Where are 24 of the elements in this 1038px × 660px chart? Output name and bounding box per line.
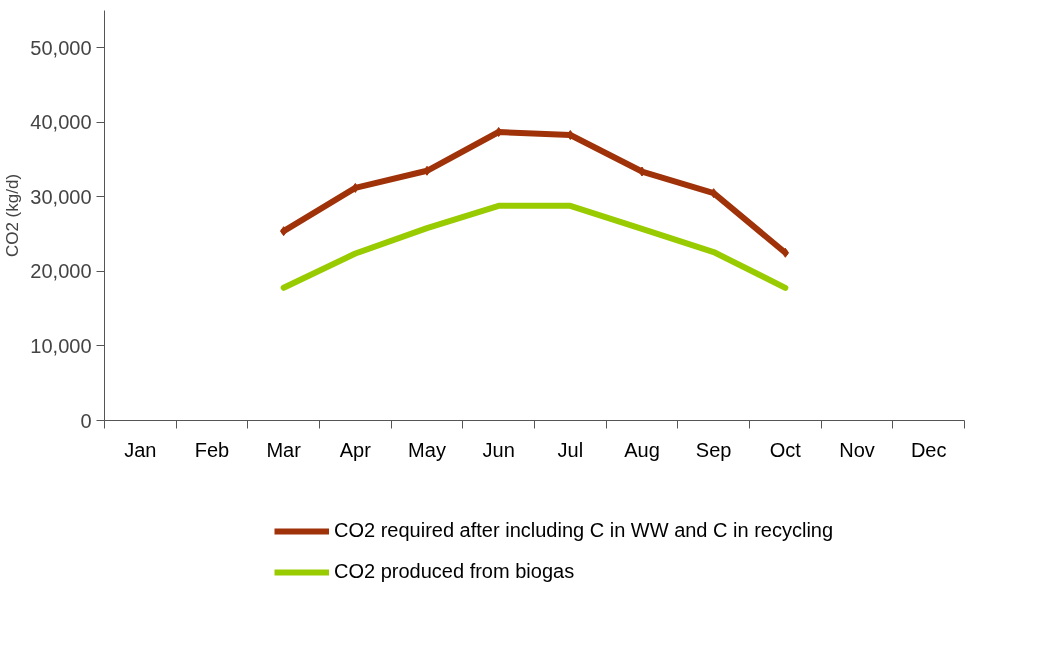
x-tick-label: Mar <box>266 438 302 461</box>
y-tick-label: 10,000 <box>30 334 92 357</box>
y-tick-label: 40,000 <box>30 111 92 134</box>
x-tick-label: Jun <box>482 438 515 461</box>
point <box>280 226 288 237</box>
x-tick-label: Oct <box>769 438 802 461</box>
x-tick-label: May <box>408 438 446 461</box>
x-tick-label: Feb <box>194 438 230 461</box>
x-tick-label: Dec <box>910 438 947 461</box>
point <box>638 166 646 177</box>
x-tick-label: Jan <box>124 438 157 461</box>
y-axis-title: CO2 (kg/d) <box>3 173 23 258</box>
point <box>710 188 718 199</box>
y-tick-label: 50,000 <box>30 36 92 59</box>
x-tick-label: Jul <box>557 438 584 461</box>
y-tick-label: 30,000 <box>30 185 92 208</box>
legend-label: CO2 produced from biogas <box>334 560 575 583</box>
x-tick-label: Apr <box>339 438 372 461</box>
x-tick-label: Sep <box>695 438 732 461</box>
y-tick-label: 20,000 <box>30 260 92 283</box>
x-tick-label: Nov <box>839 438 875 461</box>
x-tick-label: Aug <box>624 438 660 461</box>
y-tick-label: 0 <box>80 409 92 432</box>
legend-label: CO2 required after including C in WW and C in recycling <box>334 519 834 542</box>
